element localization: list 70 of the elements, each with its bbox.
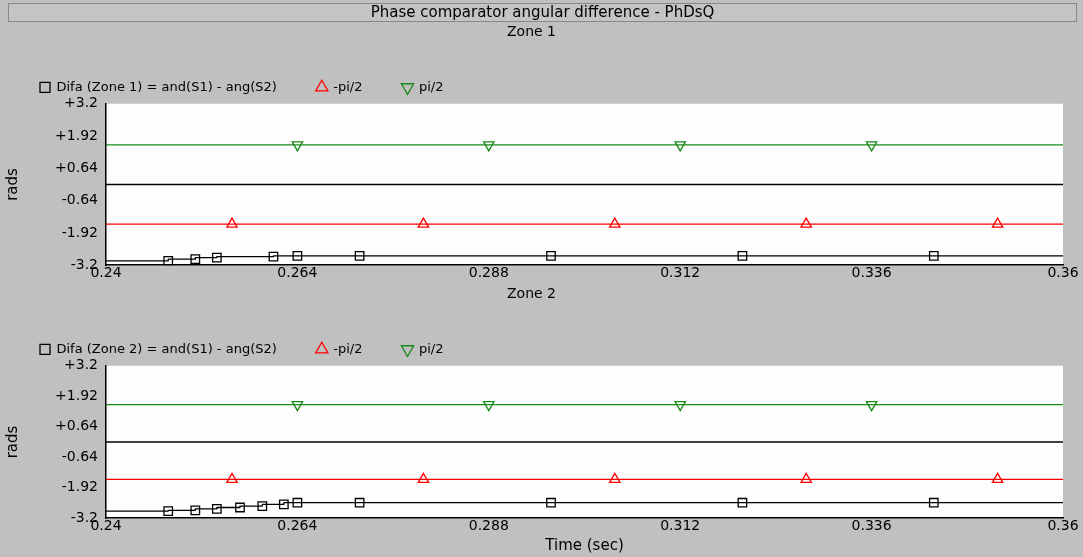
x-tick-label: 0.264: [277, 517, 318, 534]
legend-label: -pi/2: [333, 78, 363, 94]
chart-subtitle: Zone 2: [507, 285, 556, 302]
point: [211, 252, 222, 263]
x-tick-label: 0.336: [851, 264, 892, 281]
point: [163, 506, 174, 516]
x-tick-label: 0.288: [468, 517, 509, 534]
y-axis-title: rads: [2, 425, 21, 459]
y-tick-label: +0.64: [55, 159, 99, 175]
point: [354, 497, 365, 508]
y-tick-label: -1.92: [61, 478, 98, 495]
point: [482, 141, 495, 152]
chart-title: Phase comparator angular difference - PhDsQ: [8, 3, 1077, 22]
point: [291, 141, 304, 152]
point: [865, 141, 878, 152]
point: [482, 400, 495, 412]
legend-label: Difa (Zone 2) = and(S1) - ang(S2): [56, 340, 277, 356]
point: [292, 497, 303, 508]
point: [991, 217, 1004, 228]
x-tick-label: 0.288: [468, 264, 509, 281]
point: [235, 502, 245, 513]
y-tick-label: -1.92: [61, 223, 98, 240]
point: [608, 217, 621, 228]
legend-label: -pi/2: [333, 340, 363, 356]
point: [865, 400, 878, 412]
point: [928, 250, 939, 261]
point: [211, 504, 222, 514]
point: [226, 217, 238, 228]
point: [417, 472, 430, 484]
y-axis-title: rads: [2, 167, 21, 201]
y-tick-label: -0.64: [61, 447, 99, 464]
point: [268, 251, 279, 262]
y-tick-label: +3.2: [64, 356, 98, 373]
x-tick-label: 0.264: [277, 264, 318, 281]
y-tick-label: +1.92: [55, 386, 98, 403]
legend-label: pi/2: [419, 340, 444, 356]
legend-label: Difa (Zone 1) = and(S1) - ang(S2): [56, 78, 277, 94]
point: [991, 472, 1004, 484]
point: [190, 254, 201, 265]
point: [354, 250, 365, 261]
point: [226, 472, 238, 484]
point: [928, 497, 939, 508]
point: [291, 400, 304, 412]
point: [800, 217, 813, 228]
point: [163, 256, 174, 266]
point: [546, 250, 556, 261]
y-tick-label: +1.92: [55, 126, 98, 143]
x-tick-label: 0.336: [851, 517, 892, 534]
y-tick-label: -0.64: [61, 191, 99, 208]
chart-subtitle: Zone 1: [507, 23, 556, 40]
y-tick-label: +3.2: [64, 94, 98, 111]
point: [417, 217, 430, 228]
point: [674, 400, 687, 412]
x-tick-label: 0.312: [660, 264, 701, 281]
y-tick-label: +0.64: [55, 417, 99, 434]
point: [674, 141, 687, 152]
x-tick-label: 0.36: [1047, 264, 1079, 281]
point: [800, 472, 813, 484]
point: [292, 250, 303, 261]
point: [608, 472, 621, 484]
point: [190, 505, 201, 516]
point: [546, 497, 556, 508]
point: [737, 497, 748, 508]
x-axis-title: Time (sec): [544, 535, 624, 554]
point: [278, 499, 289, 510]
point: [737, 250, 748, 261]
x-tick-label: 0.36: [1047, 517, 1079, 534]
point: [257, 501, 268, 511]
legend-label: pi/2: [419, 78, 444, 94]
x-tick-label: 0.312: [660, 517, 701, 534]
